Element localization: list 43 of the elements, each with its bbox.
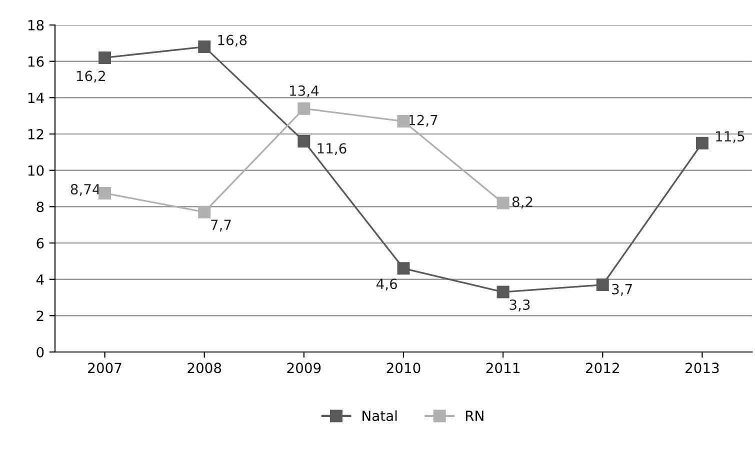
data-label: 7,7: [211, 220, 231, 232]
data-label: 4,6: [376, 278, 398, 291]
legend-label: RN: [466, 410, 484, 421]
data-label: 3,3: [510, 299, 530, 312]
point: [596, 278, 609, 292]
point: [397, 115, 410, 128]
data-label: 12,7: [409, 114, 438, 127]
data-label: 8,74: [70, 184, 100, 196]
y-tick-label: 10: [28, 165, 44, 176]
point: [198, 40, 211, 54]
point: [496, 196, 510, 210]
y-tick-label: 2: [36, 310, 44, 321]
point: [198, 206, 211, 218]
data-label: 16,2: [76, 70, 105, 83]
point: [397, 262, 410, 275]
legend-label: Natal: [362, 410, 397, 422]
point: [98, 186, 112, 200]
point: [696, 136, 708, 150]
y-tick-label: 14: [28, 92, 44, 103]
data-label: 13,4: [290, 85, 319, 98]
y-tick-label: 12: [28, 128, 44, 140]
x-tick-label: 2013: [686, 362, 719, 374]
y-tick-label: 8: [36, 202, 44, 212]
y-tick-label: 4: [36, 274, 44, 285]
data-label: 11,5: [716, 131, 744, 143]
x-tick-label: 2011: [486, 362, 520, 374]
data-label: 3,7: [612, 284, 632, 296]
x-tick-label: 2009: [287, 362, 321, 374]
y-tick-label: 6: [36, 238, 44, 248]
data-label: 16,8: [218, 34, 247, 47]
data-label: 8,2: [512, 196, 532, 208]
x-tick-label: 2010: [386, 362, 420, 374]
point: [298, 102, 310, 115]
y-tick-label: 16: [28, 56, 44, 67]
point: [496, 286, 510, 298]
data-label: 11,6: [318, 143, 346, 156]
x-tick-label: 2008: [188, 362, 222, 374]
x-tick-label: 2007: [88, 362, 122, 374]
point: [298, 135, 310, 148]
y-tick-label: 0: [36, 346, 44, 358]
x-tick-label: 2012: [586, 362, 619, 374]
y-tick-label: 18: [28, 20, 44, 30]
point: [98, 51, 112, 64]
